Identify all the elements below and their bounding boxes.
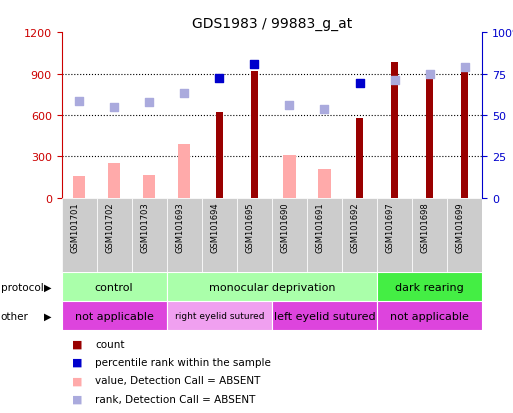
Point xyxy=(285,103,293,109)
Text: GSM101690: GSM101690 xyxy=(281,202,289,252)
Text: not applicable: not applicable xyxy=(390,311,469,321)
Text: value, Detection Call = ABSENT: value, Detection Call = ABSENT xyxy=(95,375,260,385)
Bar xyxy=(319,169,330,198)
Bar xyxy=(96,198,132,273)
Text: GSM101694: GSM101694 xyxy=(210,202,220,252)
Bar xyxy=(461,69,468,198)
Bar xyxy=(426,77,433,198)
Bar xyxy=(216,113,223,198)
Bar xyxy=(73,176,85,198)
Text: ■: ■ xyxy=(72,394,82,404)
Text: GSM101698: GSM101698 xyxy=(421,202,430,253)
Text: ▶: ▶ xyxy=(44,311,51,321)
Bar xyxy=(143,176,155,198)
Bar xyxy=(272,301,377,330)
Text: protocol: protocol xyxy=(1,282,43,292)
Bar xyxy=(237,198,272,273)
Text: ■: ■ xyxy=(72,375,82,385)
Point xyxy=(425,72,433,78)
Bar xyxy=(62,301,167,330)
Text: not applicable: not applicable xyxy=(75,311,153,321)
Text: monocular deprivation: monocular deprivation xyxy=(209,282,335,292)
Text: left eyelid sutured: left eyelid sutured xyxy=(273,311,376,321)
Text: dark rearing: dark rearing xyxy=(395,282,464,292)
Title: GDS1983 / 99883_g_at: GDS1983 / 99883_g_at xyxy=(192,17,352,31)
Text: count: count xyxy=(95,339,125,349)
Point xyxy=(180,90,188,97)
Bar xyxy=(377,301,482,330)
Text: rank, Detection Call = ABSENT: rank, Detection Call = ABSENT xyxy=(95,394,255,404)
Point xyxy=(461,64,469,71)
Bar xyxy=(251,71,258,198)
Point xyxy=(145,99,153,106)
Bar xyxy=(412,198,447,273)
Text: GSM101703: GSM101703 xyxy=(140,202,149,253)
Bar xyxy=(377,273,482,301)
Bar xyxy=(167,198,202,273)
Text: GSM101693: GSM101693 xyxy=(175,202,184,253)
Point xyxy=(215,75,223,82)
Text: GSM101697: GSM101697 xyxy=(386,202,394,253)
Text: GSM101699: GSM101699 xyxy=(456,202,465,252)
Bar xyxy=(342,198,377,273)
Bar xyxy=(283,156,295,198)
Bar xyxy=(447,198,482,273)
Text: right eyelid sutured: right eyelid sutured xyxy=(174,311,264,320)
Bar xyxy=(272,198,307,273)
Bar xyxy=(62,273,167,301)
Point xyxy=(250,62,259,68)
Bar xyxy=(356,119,363,198)
Text: other: other xyxy=(1,311,28,321)
Point xyxy=(356,81,364,87)
Text: ▶: ▶ xyxy=(44,282,51,292)
Bar xyxy=(178,145,190,198)
Text: GSM101692: GSM101692 xyxy=(350,202,360,252)
Point xyxy=(390,78,399,85)
Point xyxy=(75,99,83,105)
Bar xyxy=(167,301,272,330)
Text: GSM101695: GSM101695 xyxy=(245,202,254,252)
Text: GSM101702: GSM101702 xyxy=(105,202,114,252)
Bar xyxy=(108,164,120,198)
Point xyxy=(320,106,328,113)
Bar xyxy=(132,198,167,273)
Bar xyxy=(167,273,377,301)
Bar xyxy=(377,198,412,273)
Text: ■: ■ xyxy=(72,357,82,367)
Text: ■: ■ xyxy=(72,339,82,349)
Bar xyxy=(62,198,96,273)
Point xyxy=(110,104,118,111)
Text: GSM101691: GSM101691 xyxy=(315,202,325,252)
Bar xyxy=(307,198,342,273)
Bar xyxy=(391,63,398,198)
Text: percentile rank within the sample: percentile rank within the sample xyxy=(95,357,271,367)
Bar xyxy=(202,198,237,273)
Text: control: control xyxy=(95,282,133,292)
Text: GSM101701: GSM101701 xyxy=(70,202,79,252)
